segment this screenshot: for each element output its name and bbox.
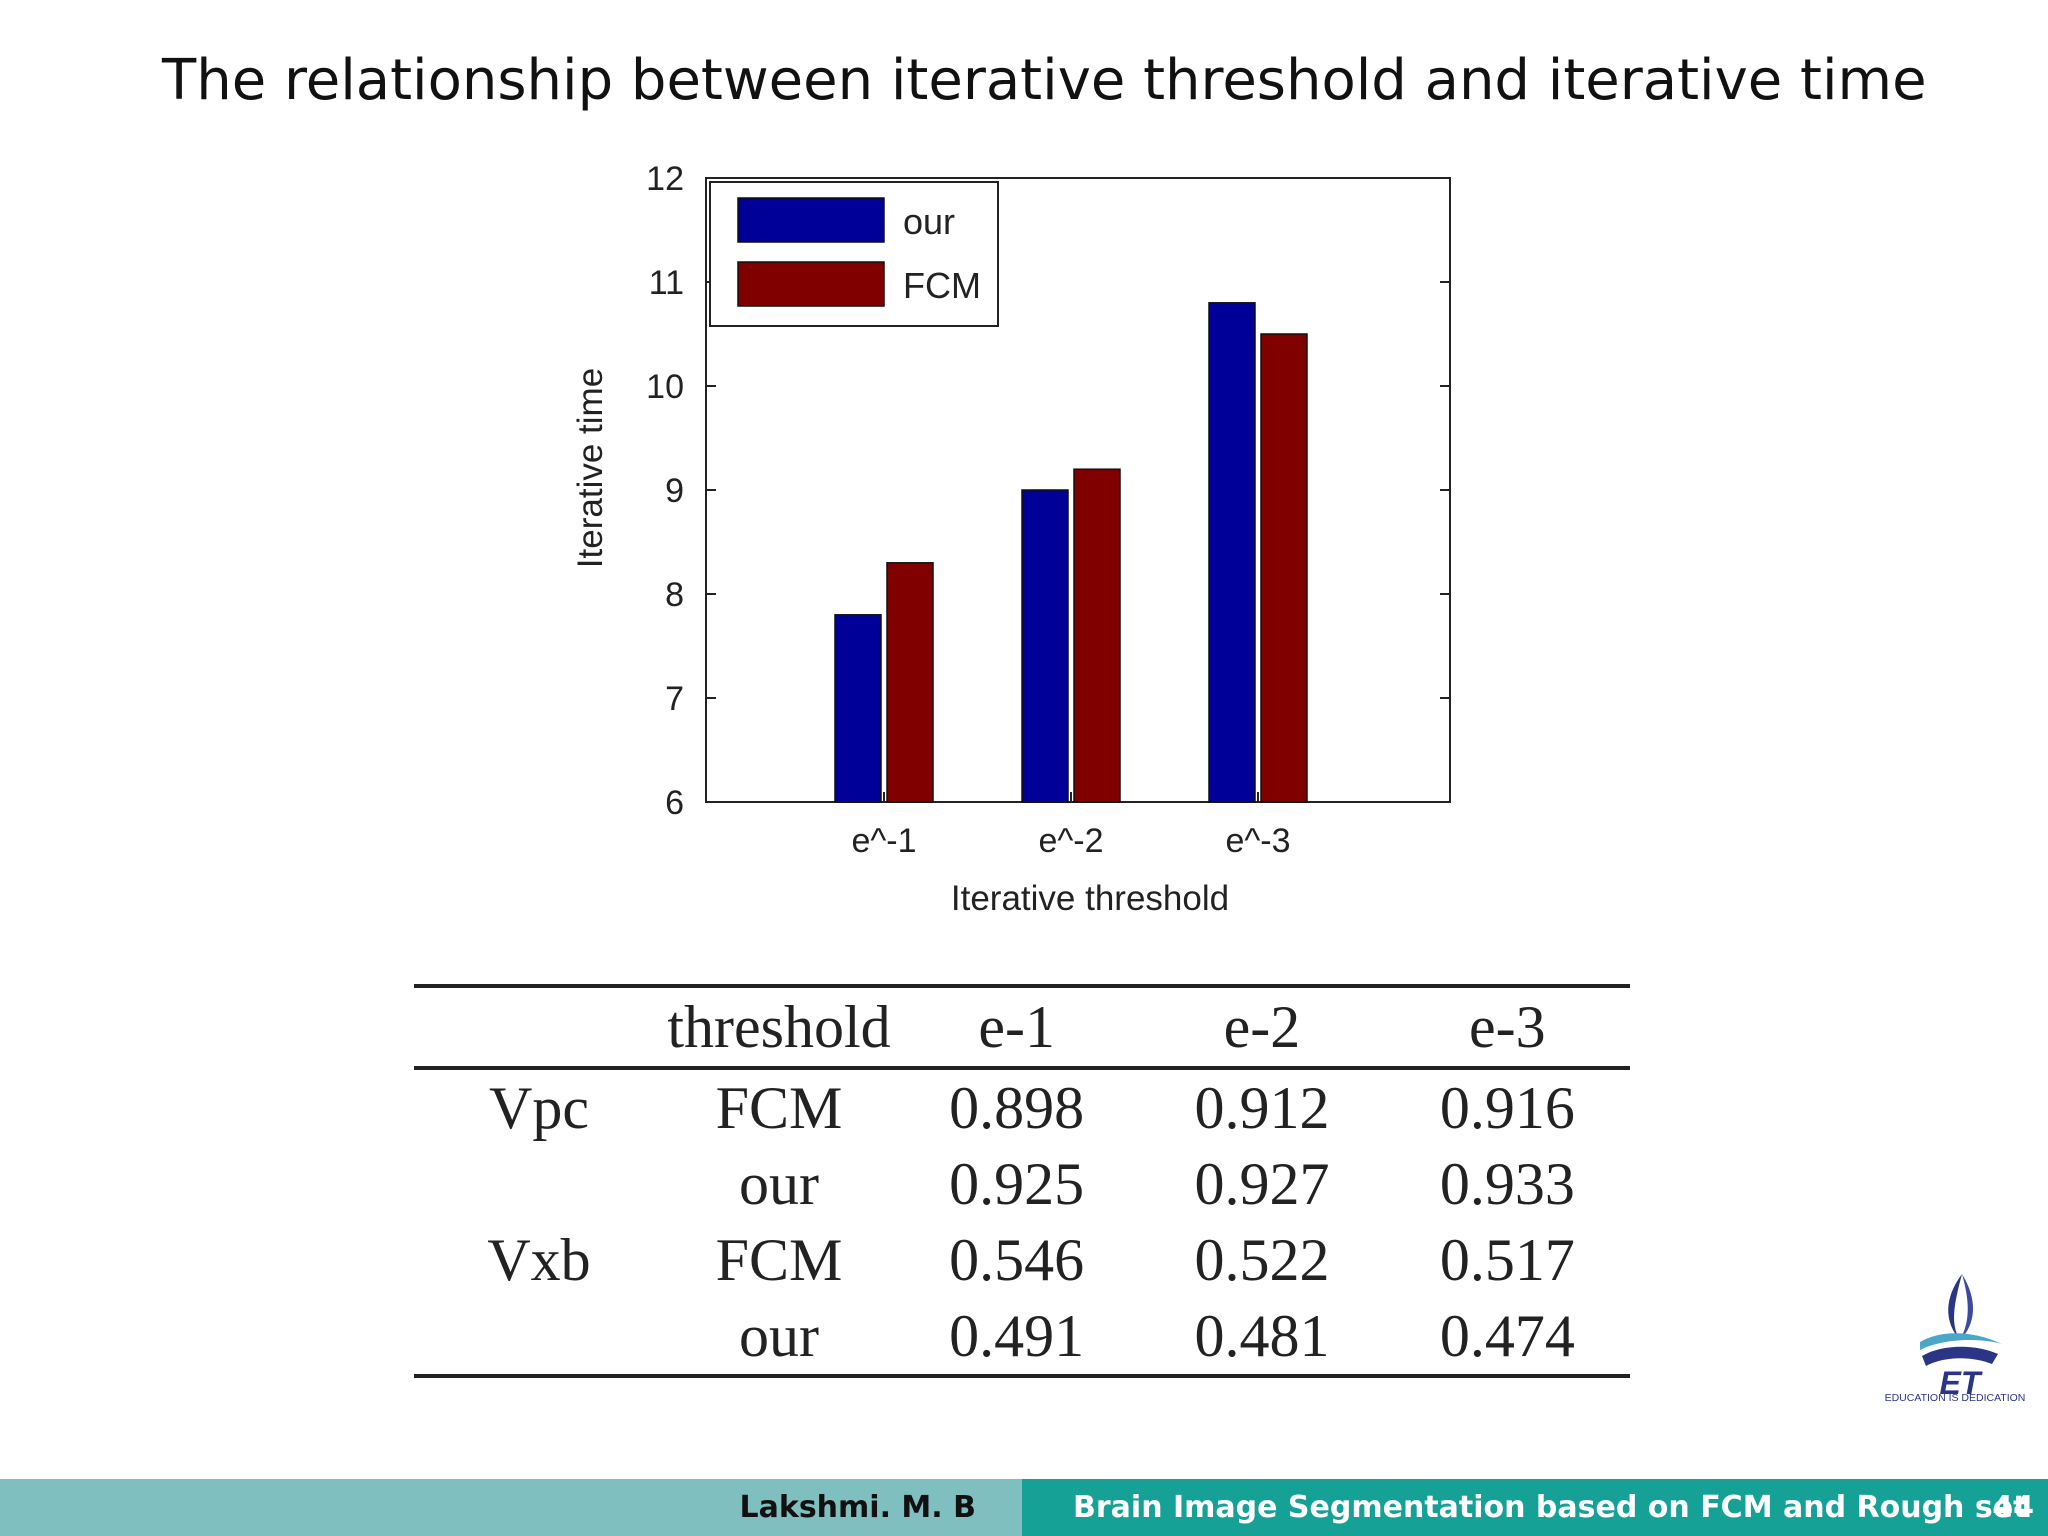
table-cell: 0.916 (1439, 1074, 1575, 1141)
table-row: our 0.491 0.481 0.474 (414, 1298, 1630, 1378)
table-cell: 0.474 (1384, 1298, 1630, 1378)
bar-fcm (1260, 333, 1308, 803)
bar-our (834, 614, 882, 803)
y-tick-label: 10 (646, 368, 684, 406)
slide-title: The relationship between iterative thres… (162, 48, 1927, 113)
bar-our (1021, 489, 1069, 803)
footer-bar: Lakshmi. M. B Brain Image Segmentation b… (0, 1479, 2048, 1536)
table-header-cell: threshold (664, 984, 894, 1070)
table-cell: Vpc (489, 1074, 589, 1141)
table-cell: 0.933 (1439, 1150, 1575, 1217)
table-cell (414, 1298, 664, 1378)
y-tick-label: 8 (665, 576, 684, 614)
footer-title: Brain Image Segmentation based on FCM an… (1073, 1490, 2028, 1525)
y-axis-label: Iterative time (571, 368, 610, 568)
x-axis-label: Iterative threshold (951, 879, 1229, 918)
table-cell: our (664, 1298, 894, 1378)
table-cell (414, 1146, 664, 1222)
table-cell: FCM (715, 1226, 843, 1293)
table-cell: our (739, 1150, 819, 1217)
table-cell: 0.517 (1439, 1226, 1575, 1293)
table-cell: FCM (715, 1074, 843, 1141)
y-tick-label: 11 (649, 264, 684, 302)
legend-swatch-fcm (737, 261, 885, 307)
college-logo-icon: ET (1920, 1274, 2002, 1401)
y-tick-label: 6 (665, 784, 684, 822)
table-header-cell: e-1 (894, 984, 1140, 1070)
y-tick-label: 9 (665, 472, 684, 510)
y-tick-label: 12 (646, 160, 684, 198)
table-cell: 0.925 (949, 1150, 1085, 1217)
bar-fcm (1073, 468, 1121, 803)
table-header-cell (414, 984, 664, 1070)
table-cell: 0.912 (1194, 1074, 1330, 1141)
svg-text:ET: ET (1940, 1365, 1983, 1401)
table-cell: 0.522 (1194, 1226, 1330, 1293)
footer-author-panel: Lakshmi. M. B (0, 1479, 1022, 1536)
logo-caption: EDUCATION IS DEDICATION (1884, 1392, 2026, 1404)
table-row: our 0.925 0.927 0.933 (414, 1146, 1630, 1222)
footer-author: Lakshmi. M. B (739, 1490, 976, 1525)
table-row: Vpc FCM 0.898 0.912 0.916 (414, 1068, 1630, 1146)
bar-fcm (886, 562, 934, 803)
legend-swatch-our (737, 197, 885, 243)
bar-our (1208, 302, 1256, 803)
results-table: threshold e-1 e-2 e-3 Vpc FCM 0.898 0.91… (414, 984, 1630, 1378)
table-cell: Vxb (487, 1226, 591, 1293)
table-header-cell: e-2 (1139, 984, 1385, 1070)
x-tick-label: e^-3 (1225, 822, 1290, 860)
legend-label-fcm: FCM (903, 265, 981, 306)
y-tick-label: 7 (665, 680, 684, 718)
x-tick-label: e^-2 (1038, 822, 1103, 860)
table-row: Vxb FCM 0.546 0.522 0.517 (414, 1222, 1630, 1298)
footer-page-number: 44 (1992, 1490, 2034, 1525)
table-cell: 0.898 (949, 1074, 1085, 1141)
table-cell: 0.927 (1194, 1150, 1330, 1217)
table-cell: 0.491 (894, 1298, 1140, 1378)
table-cell: 0.546 (949, 1226, 1085, 1293)
footer-title-panel: Brain Image Segmentation based on FCM an… (1022, 1479, 2048, 1536)
table-cell: 0.481 (1139, 1298, 1385, 1378)
bar-chart: 6 7 8 9 10 11 12 e^-1 e^-2 e^-3 Iterative threshol… (571, 160, 1451, 918)
table-header-row: threshold e-1 e-2 e-3 (414, 984, 1630, 1070)
x-tick-label: e^-1 (851, 822, 916, 860)
table-header-cell: e-3 (1384, 984, 1630, 1070)
legend-label-our: our (903, 201, 955, 242)
